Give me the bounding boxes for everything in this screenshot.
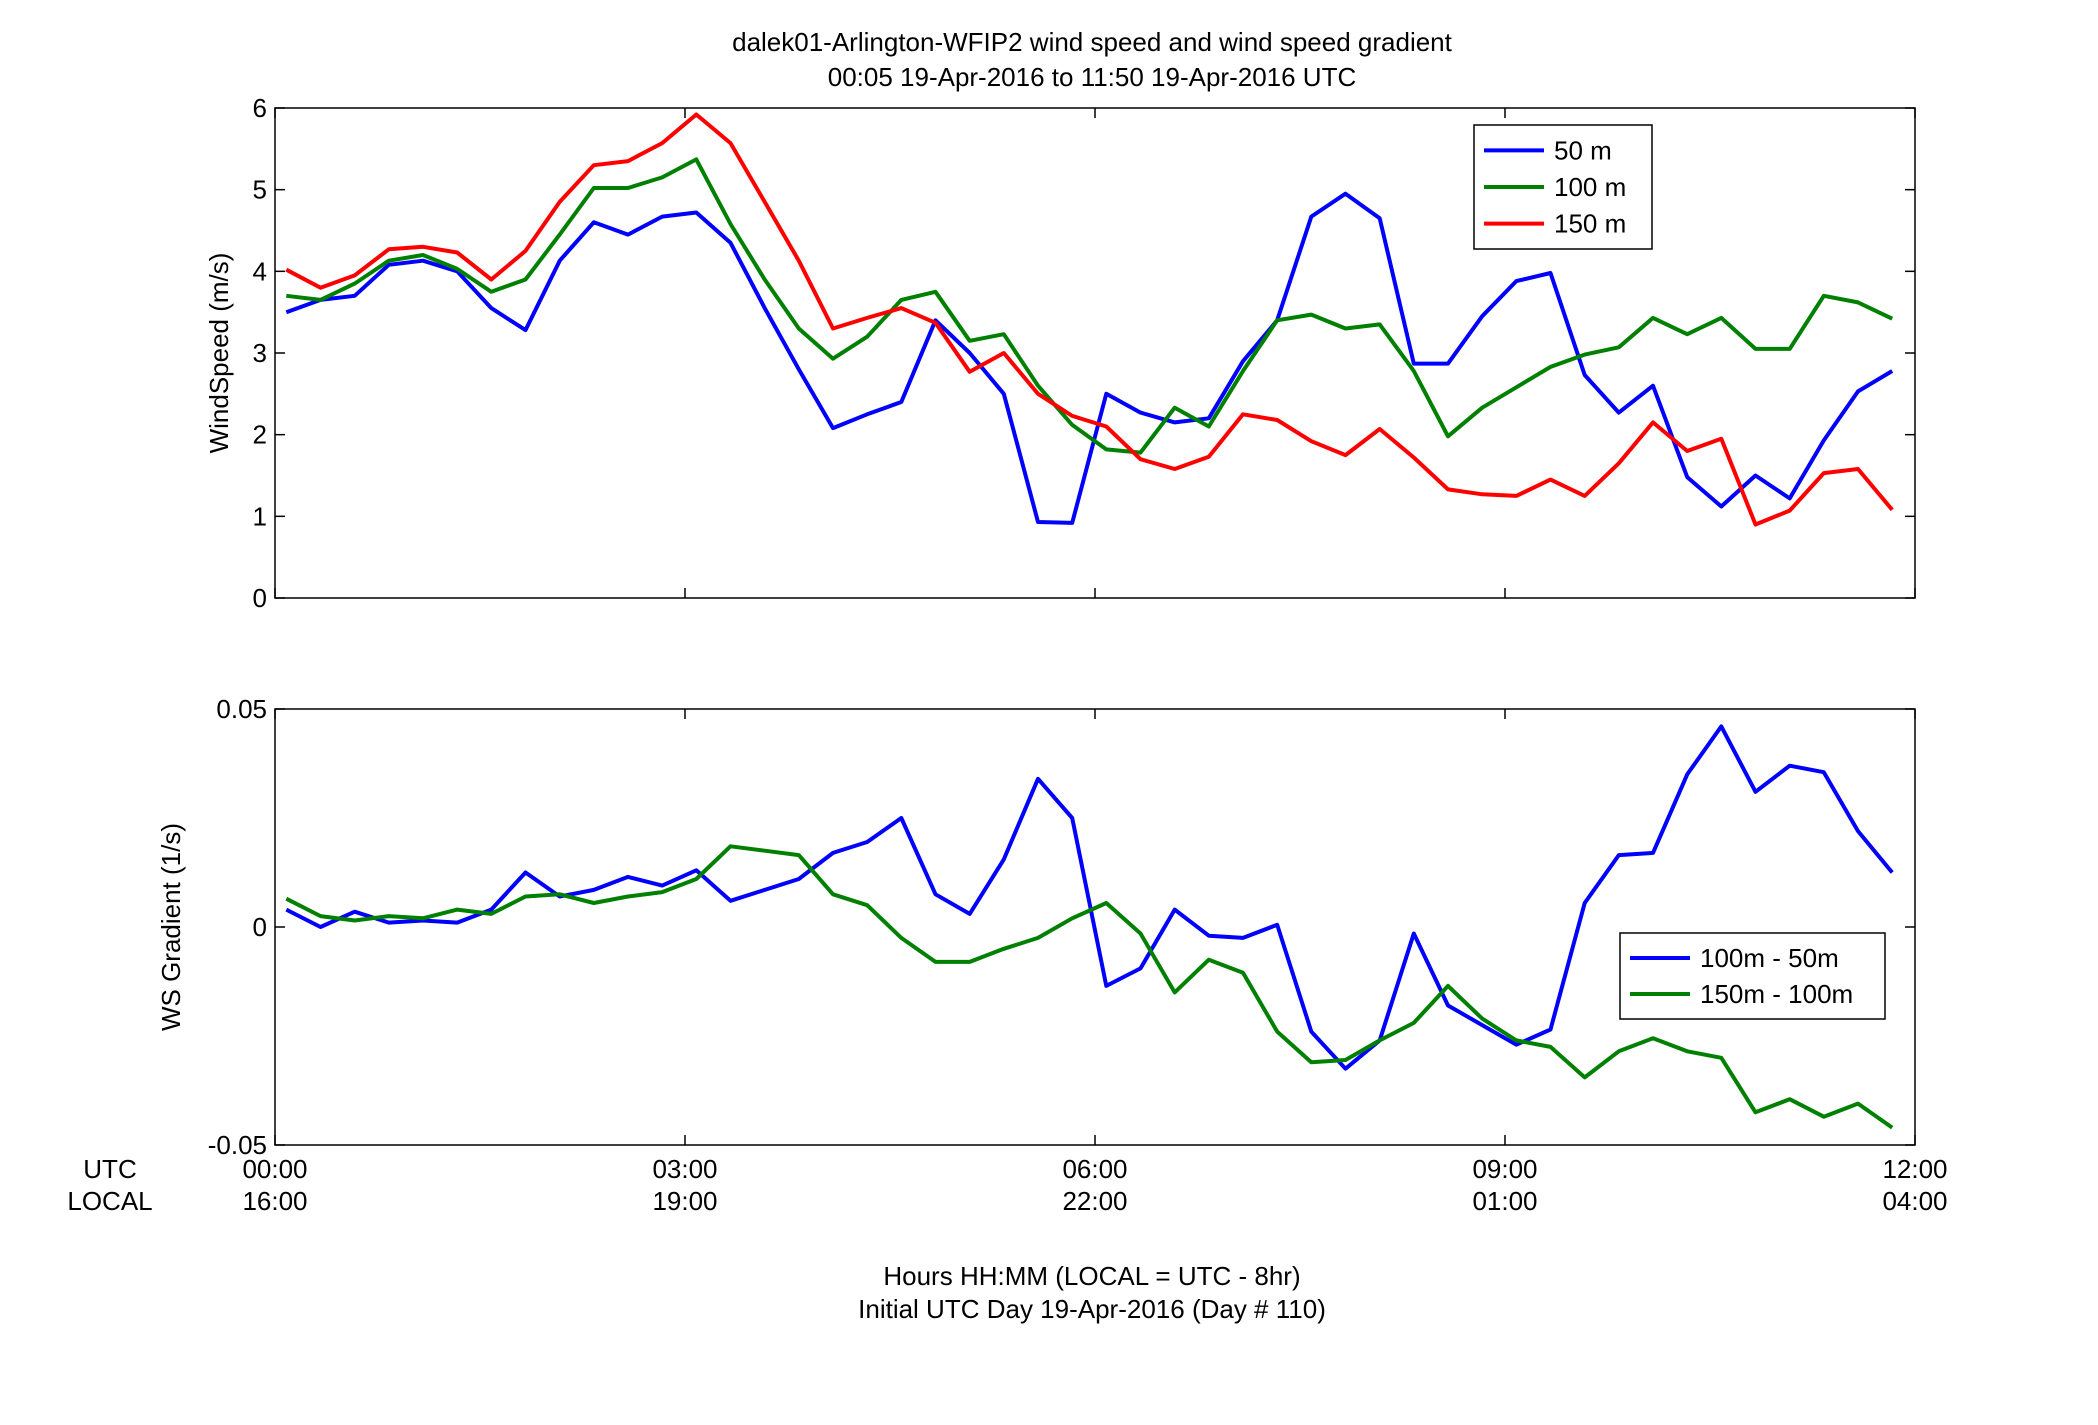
y-tick-label: 0 xyxy=(253,912,267,942)
plot-area xyxy=(274,107,1916,599)
x-tick-label-local: 04:00 xyxy=(1882,1186,1947,1216)
x-tick-label-local: 16:00 xyxy=(242,1186,307,1216)
y-tick-label: -0.05 xyxy=(208,1130,267,1160)
y-tick-label: 4 xyxy=(253,256,267,286)
x-axis-footer-line1: Hours HH:MM (LOCAL = UTC - 8hr) xyxy=(883,1261,1300,1291)
y-tick-label: 5 xyxy=(253,175,267,205)
y-tick-label: 3 xyxy=(253,338,267,368)
series-line-100m-50m xyxy=(285,724,1894,1071)
legend-entry: 150 m xyxy=(1554,209,1626,239)
local-axis-label: LOCAL xyxy=(67,1186,152,1216)
y-tick-label: 0 xyxy=(253,583,267,613)
y-tick-label: 1 xyxy=(253,501,267,531)
gradient-panel: -0.05 0 0.05 WS Gradient (1/s) 100m - 50m 150… xyxy=(156,694,1916,1160)
y-tick-label: 2 xyxy=(253,420,267,450)
x-tick-label-local: 19:00 xyxy=(652,1186,717,1216)
x-tick-label-utc: 09:00 xyxy=(1472,1154,1537,1184)
legend-entry: 50 m xyxy=(1554,135,1612,165)
x-tick-label-utc: 06:00 xyxy=(1062,1154,1127,1184)
series-line-100-m xyxy=(286,157,1894,455)
legend-entry: 150m - 100m xyxy=(1700,979,1853,1009)
x-tick-label-utc: 03:00 xyxy=(652,1154,717,1184)
series-line-150-m xyxy=(285,112,1894,527)
legend: 100m - 50m 150m - 100m xyxy=(1619,932,1886,1020)
y-axis-label: WS Gradient (1/s) xyxy=(156,823,186,1031)
legend-entry: 100 m xyxy=(1554,172,1626,202)
x-tick-label-utc: 00:00 xyxy=(242,1154,307,1184)
x-tick-label-local: 01:00 xyxy=(1472,1186,1537,1216)
x-axis-footer-line2: Initial UTC Day 19-Apr-2016 (Day # 110) xyxy=(858,1294,1326,1324)
windspeed-panel: 0 1 2 3 4 5 6 WindSpeed (m/s) 50 m 100 m 150 m xyxy=(204,93,1916,613)
y-tick-label: 0.05 xyxy=(216,694,267,724)
series-line-150m-100m xyxy=(285,844,1894,1130)
y-tick-label: 6 xyxy=(253,93,267,123)
x-tick-label-local: 22:00 xyxy=(1062,1186,1127,1216)
chart-title-line2: 00:05 19-Apr-2016 to 11:50 19-Apr-2016 U… xyxy=(828,62,1357,92)
chart-title-line1: dalek01-Arlington-WFIP2 wind speed and w… xyxy=(732,27,1453,57)
legend-entry: 100m - 50m xyxy=(1700,943,1839,973)
series-line-50-m xyxy=(285,191,1894,525)
legend-box xyxy=(1619,932,1886,1020)
x-tick-label-utc: 12:00 xyxy=(1882,1154,1947,1184)
utc-axis-label: UTC xyxy=(83,1154,136,1184)
y-axis-label: WindSpeed (m/s) xyxy=(204,253,234,454)
legend: 50 m 100 m 150 m xyxy=(1473,124,1653,250)
